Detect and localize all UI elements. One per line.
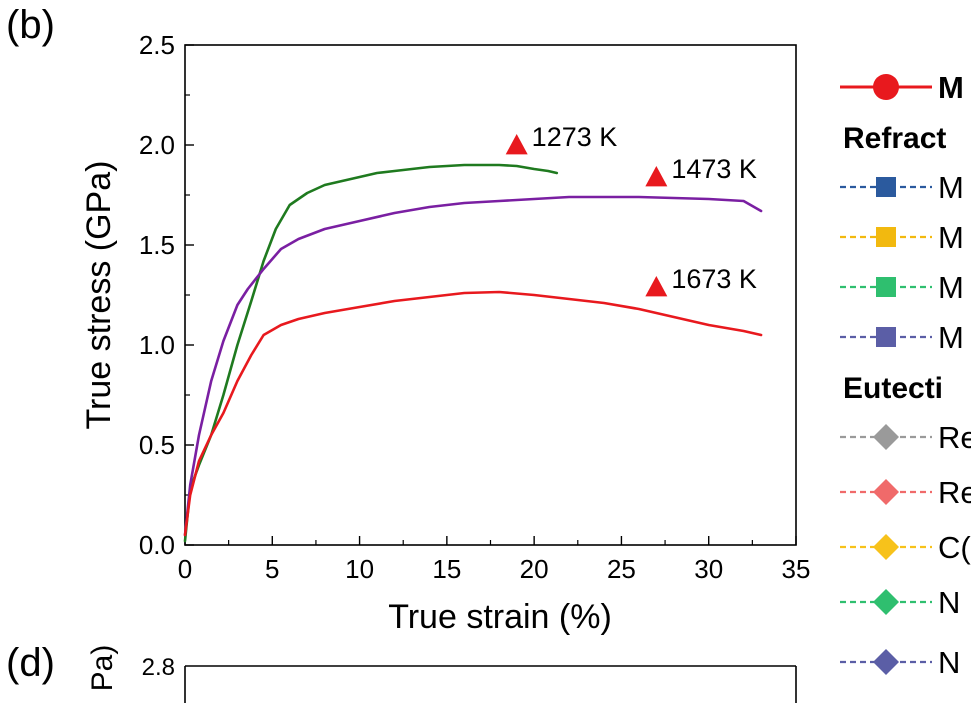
annotation-triangle-marker xyxy=(645,166,667,186)
series-layer xyxy=(185,165,761,541)
legend-marker-diamond xyxy=(873,534,899,560)
legend-label: M xyxy=(938,170,964,205)
series-line-1273-k xyxy=(185,165,557,541)
x-axis-label: True strain (%) xyxy=(388,598,612,636)
legend-marker-square xyxy=(876,277,896,297)
series-line-1673-k xyxy=(185,292,761,535)
legend-label: Re xyxy=(938,420,971,455)
legend-entry: Re xyxy=(840,420,971,455)
x-tick-label: 35 xyxy=(782,554,811,584)
legend-marker-square xyxy=(876,177,896,197)
legend-entry: M xyxy=(840,170,964,205)
x-tick-label: 10 xyxy=(345,554,374,584)
annotation-layer: 1273 K 1473 K 1673 K xyxy=(506,122,757,296)
lower-y-tick-top: 2.8 xyxy=(142,654,175,681)
y-axis-label: True stress (GPa) xyxy=(80,161,118,430)
x-tick-label: 15 xyxy=(432,554,461,584)
legend-label: Re xyxy=(938,475,971,510)
legend-heading: Eutecti xyxy=(843,372,943,405)
y-tick-label: 2.5 xyxy=(139,30,175,60)
legend-label: M xyxy=(938,320,964,355)
lower-y-axis-label-fragment: Pa) xyxy=(86,645,119,692)
x-tick-label: 30 xyxy=(694,554,723,584)
annotation-label: 1273 K xyxy=(532,122,618,152)
panel-label-b: (b) xyxy=(6,3,55,47)
annotation-label: 1673 K xyxy=(671,264,757,294)
legend-entry: M xyxy=(840,220,964,255)
lower-chart-cropped: 2.8 Pa) xyxy=(86,645,796,703)
legend-label: M xyxy=(938,70,964,105)
legend-label: M xyxy=(938,270,964,305)
legend-entry: C( xyxy=(840,530,971,565)
legend-marker-diamond xyxy=(873,424,899,450)
legend-label: N xyxy=(938,585,960,620)
legend-label: C( xyxy=(938,530,971,565)
panel-label-d: (d) xyxy=(6,641,55,685)
annotation-triangle-marker xyxy=(645,276,667,296)
legend-label: N xyxy=(938,645,960,680)
legend-entry: M xyxy=(840,70,964,105)
legend-marker-square xyxy=(876,327,896,347)
legend-label: M xyxy=(938,220,964,255)
annotation-label: 1473 K xyxy=(671,154,757,184)
y-tick-label: 0.0 xyxy=(139,530,175,560)
plot-frame xyxy=(185,45,796,545)
legend-marker-square xyxy=(876,227,896,247)
x-tick-label: 25 xyxy=(607,554,636,584)
stress-strain-chart: 0 5 10 15 20 25 30 35 0.0 0.5 1.0 1.5 2.0 2.5 1273 K… xyxy=(80,30,810,636)
legend-entry: Re xyxy=(840,475,971,510)
y-tick-label: 2.0 xyxy=(139,130,175,160)
y-tick-label: 1.5 xyxy=(139,230,175,260)
legend-marker-circle xyxy=(873,74,899,100)
y-tick-label: 0.5 xyxy=(139,430,175,460)
annotation-triangle-marker xyxy=(506,134,528,154)
x-axis: 0 5 10 15 20 25 30 35 xyxy=(178,536,811,584)
legend-marker-diamond xyxy=(873,589,899,615)
legend-entry: M xyxy=(840,320,964,355)
x-tick-label: 0 xyxy=(178,554,192,584)
legend-entry: M xyxy=(840,270,964,305)
legend-heading: Refract xyxy=(843,122,946,155)
legend-entry: N xyxy=(840,645,960,680)
legend-marker-diamond xyxy=(873,479,899,505)
x-tick-label: 20 xyxy=(520,554,549,584)
y-tick-label: 1.0 xyxy=(139,330,175,360)
series-line-1473-k xyxy=(185,197,761,535)
legend-entry: N xyxy=(840,585,960,620)
legend-marker-diamond xyxy=(873,649,899,675)
x-tick-label: 5 xyxy=(265,554,279,584)
